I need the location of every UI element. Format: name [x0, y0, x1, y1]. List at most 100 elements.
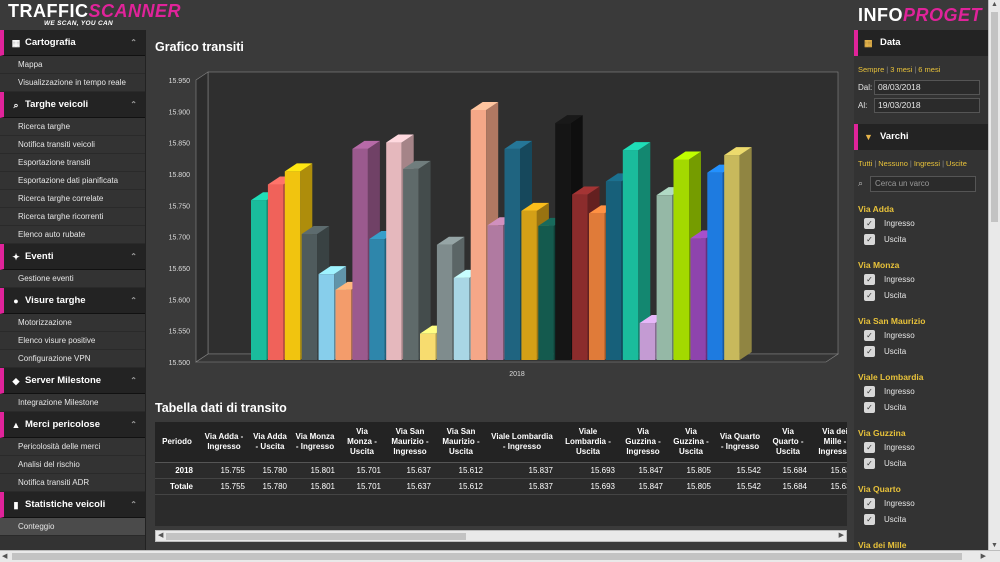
- table-header-via-adda-ingresso[interactable]: Via Adda - Ingresso: [199, 422, 249, 463]
- sidebar-item-elenco-auto-rubate[interactable]: Elenco auto rubate: [0, 226, 145, 244]
- scrollbar-thumb[interactable]: [991, 12, 998, 222]
- gate-option-via-quarto-ingresso[interactable]: ✓ Ingresso: [864, 496, 988, 512]
- chevron-up-icon[interactable]: ⌃: [130, 420, 137, 429]
- date-section-header[interactable]: ▦ Data: [854, 30, 988, 56]
- gate-filter-nessuno[interactable]: Nessuno: [878, 159, 908, 168]
- table-header-via-guzzina-ingresso[interactable]: Via Guzzina - Ingresso: [619, 422, 667, 463]
- sidebar-section-eventi[interactable]: ✦ Eventi ⌃: [0, 244, 145, 270]
- sidebar-item-esportazione-transiti[interactable]: Esportazione transiti: [0, 154, 145, 172]
- table-header-periodo[interactable]: Periodo: [155, 422, 199, 463]
- chevron-up-icon[interactable]: ⌃: [130, 296, 137, 305]
- transit-table-container[interactable]: Periodo Via Adda - Ingresso Via Adda - Usc…: [155, 422, 847, 526]
- page-horizontal-scrollbar[interactable]: ◀ ▶: [0, 550, 1000, 562]
- checkbox-checked-icon[interactable]: ✓: [864, 514, 875, 525]
- sidebar-section-server-milestone[interactable]: ◆ Server Milestone ⌃: [0, 368, 145, 394]
- sidebar-item-ricerca-targhe-ricorrenti[interactable]: Ricerca targhe ricorrenti: [0, 208, 145, 226]
- gate-filter-uscite[interactable]: Uscite: [946, 159, 967, 168]
- sidebar-item-motorizzazione[interactable]: Motorizzazione: [0, 314, 145, 332]
- sidebar-item-analisi-del-rischio[interactable]: Analisi del rischio: [0, 456, 145, 474]
- checkbox-checked-icon[interactable]: ✓: [864, 290, 875, 301]
- scrollbar-thumb[interactable]: [12, 553, 962, 560]
- sidebar-item-elenco-visure-positive[interactable]: Elenco visure positive: [0, 332, 145, 350]
- table-header-via-san-maurizio-uscita[interactable]: Via San Maurizio - Uscita: [435, 422, 487, 463]
- scroll-down-icon[interactable]: ▼: [991, 542, 998, 549]
- trafficscanner-logo[interactable]: TRAFFICSCANNER WE SCAN, YOU CAN: [8, 2, 181, 27]
- gates-section-header[interactable]: ▼ Varchi: [854, 124, 988, 150]
- gate-option-via-monza-ingresso[interactable]: ✓ Ingresso: [864, 272, 988, 288]
- checkbox-checked-icon[interactable]: ✓: [864, 346, 875, 357]
- bar-top: [301, 226, 330, 235]
- gate-option-via-guzzina-ingresso[interactable]: ✓ Ingresso: [864, 440, 988, 456]
- sidebar-item-ricerca-targhe[interactable]: Ricerca targhe: [0, 118, 145, 136]
- checkbox-checked-icon[interactable]: ✓: [864, 218, 875, 229]
- gate-option-via-monza-uscita[interactable]: ✓ Uscita: [864, 288, 988, 304]
- table-header-via-quarto-ingresso[interactable]: Via Quarto - Ingresso: [715, 422, 765, 463]
- chevron-up-icon[interactable]: ⌃: [130, 38, 137, 47]
- sidebar-item-mappa[interactable]: Mappa: [0, 56, 145, 74]
- page-vertical-scrollbar[interactable]: ▲ ▼: [988, 0, 1000, 550]
- sidebar-item-ricerca-targhe-correlate[interactable]: Ricerca targhe correlate: [0, 190, 145, 208]
- bar-top: [436, 236, 465, 245]
- scroll-right-icon[interactable]: ▶: [980, 553, 986, 560]
- gate-option-viale-lombardia-uscita[interactable]: ✓ Uscita: [864, 400, 988, 416]
- gate-option-via-quarto-uscita[interactable]: ✓ Uscita: [864, 512, 988, 528]
- date-to-input[interactable]: 19/03/2018: [874, 98, 980, 113]
- gate-option-via-san-maurizio-ingresso[interactable]: ✓ Ingresso: [864, 328, 988, 344]
- gate-option-via-adda-uscita[interactable]: ✓ Uscita: [864, 232, 988, 248]
- sidebar-section-merci-pericolose[interactable]: ▲ Merci pericolose ⌃: [0, 412, 145, 438]
- checkbox-checked-icon[interactable]: ✓: [864, 442, 875, 453]
- table-header-viale-lombardia-ingresso[interactable]: Viale Lombardia - Ingresso: [487, 422, 557, 463]
- gate-search-input[interactable]: Cerca un varco: [870, 176, 976, 192]
- chevron-up-icon[interactable]: ⌃: [130, 100, 137, 109]
- sidebar-section-visure-targhe[interactable]: ● Visure targhe ⌃: [0, 288, 145, 314]
- gate-option-viale-lombardia-ingresso[interactable]: ✓ Ingresso: [864, 384, 988, 400]
- checkbox-checked-icon[interactable]: ✓: [864, 274, 875, 285]
- date-from-input[interactable]: 08/03/2018: [874, 80, 980, 95]
- sidebar-section-statistiche-veicoli[interactable]: ▮ Statistiche veicoli ⌃: [0, 492, 145, 518]
- sidebar-item-gestione-eventi[interactable]: Gestione eventi: [0, 270, 145, 288]
- range-link-6-mesi[interactable]: 6 mesi: [918, 65, 941, 74]
- gate-option-via-guzzina-uscita[interactable]: ✓ Uscita: [864, 456, 988, 472]
- table-header-via-monza-ingresso[interactable]: Via Monza - Ingresso: [291, 422, 339, 463]
- table-header-via-guzzina-uscita[interactable]: Via Guzzina - Uscita: [667, 422, 715, 463]
- range-link-sempre[interactable]: Sempre: [858, 65, 885, 74]
- sidebar-item-visualizzazione-in-tempo-reale[interactable]: Visualizzazione in tempo reale: [0, 74, 145, 92]
- chevron-up-icon[interactable]: ⌃: [130, 500, 137, 509]
- gate-option-label: Ingresso: [884, 387, 915, 396]
- range-link-3-mesi[interactable]: 3 mesi: [890, 65, 913, 74]
- table-header-via-adda-uscita[interactable]: Via Adda - Uscita: [249, 422, 291, 463]
- scroll-left-icon[interactable]: ◀: [2, 553, 8, 560]
- sidebar-item-notifica-transiti-veicoli[interactable]: Notifica transiti veicoli: [0, 136, 145, 154]
- sidebar-section-targhe-veicoli[interactable]: ⌕ Targhe veicoli ⌃: [0, 92, 145, 118]
- table-header-via-quarto-uscita[interactable]: Via Quarto - Uscita: [765, 422, 811, 463]
- sidebar-item-configurazione-vpn[interactable]: Configurazione VPN: [0, 350, 145, 368]
- scroll-up-icon[interactable]: ▲: [991, 1, 998, 8]
- table-header-viale-lombardia-uscita[interactable]: Viale Lombardia - Uscita: [557, 422, 619, 463]
- checkbox-checked-icon[interactable]: ✓: [864, 458, 875, 469]
- scrollbar-thumb[interactable]: [166, 533, 466, 540]
- gate-option-via-adda-ingresso[interactable]: ✓ Ingresso: [864, 216, 988, 232]
- table-header-via-san-maurizio-ingresso[interactable]: Via San Maurizio - Ingresso: [385, 422, 435, 463]
- chevron-up-icon[interactable]: ⌃: [130, 252, 137, 261]
- scroll-left-icon[interactable]: ◀: [158, 532, 164, 539]
- checkbox-checked-icon[interactable]: ✓: [864, 330, 875, 341]
- checkbox-checked-icon[interactable]: ✓: [864, 234, 875, 245]
- sidebar-item-integrazione-milestone[interactable]: Integrazione Milestone: [0, 394, 145, 412]
- sidebar-item-notifica-transiti-adr[interactable]: Notifica transiti ADR: [0, 474, 145, 492]
- gate-option-via-san-maurizio-uscita[interactable]: ✓ Uscita: [864, 344, 988, 360]
- chevron-up-icon[interactable]: ⌃: [130, 376, 137, 385]
- checkbox-checked-icon[interactable]: ✓: [864, 386, 875, 397]
- checkbox-checked-icon[interactable]: ✓: [864, 402, 875, 413]
- sidebar-section-cartografia[interactable]: ▦ Cartografia ⌃: [0, 30, 145, 56]
- checkbox-checked-icon[interactable]: ✓: [864, 498, 875, 509]
- table-header-via-monza-uscita[interactable]: Via Monza - Uscita: [339, 422, 385, 463]
- gate-filter-tutti[interactable]: Tutti: [858, 159, 873, 168]
- table-header-via-dei-mille-ingresso[interactable]: Via dei Mille - Ingresso: [811, 422, 847, 463]
- sidebar-item-esportazione-dati-pianificata[interactable]: Esportazione dati pianificata: [0, 172, 145, 190]
- scroll-right-icon[interactable]: ▶: [838, 532, 844, 539]
- table-horizontal-scrollbar[interactable]: ◀ ▶: [155, 530, 847, 542]
- sidebar-item-pericolosita-delle-merci[interactable]: Pericolosità delle merci: [0, 438, 145, 456]
- gate-filter-ingressi[interactable]: Ingressi: [913, 159, 941, 168]
- sidebar-item-conteggio[interactable]: Conteggio: [0, 518, 145, 536]
- gate-option-label: Uscita: [884, 515, 907, 524]
